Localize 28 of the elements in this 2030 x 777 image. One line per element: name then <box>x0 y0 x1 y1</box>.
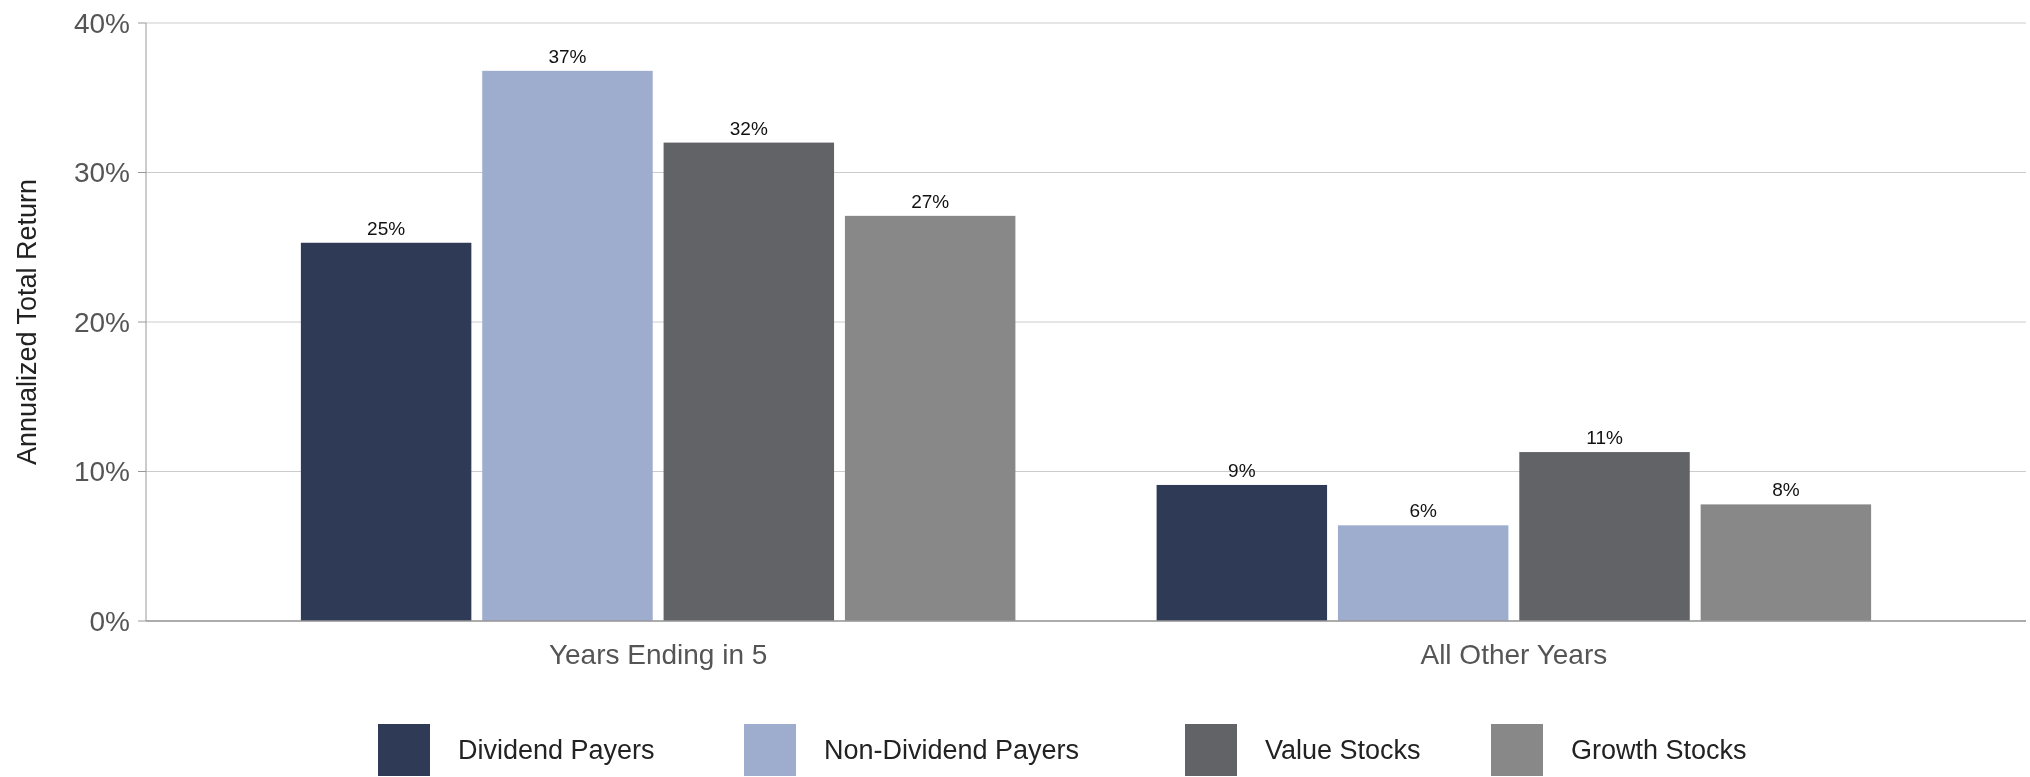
legend-label: Non-Dividend Payers <box>824 735 1080 765</box>
legend-label: Value Stocks <box>1265 735 1421 765</box>
bar <box>1156 484 1328 621</box>
y-tick-label: 20% <box>73 306 130 338</box>
y-tick-label: 30% <box>73 157 130 189</box>
bar <box>300 242 472 621</box>
bar <box>1519 452 1690 621</box>
y-axis-title: Annualized Total Return <box>12 178 42 466</box>
x-tick-label: All Other Years <box>1420 639 1608 670</box>
bar <box>1700 504 1872 621</box>
legend-label: Growth Stocks <box>1571 735 1747 765</box>
y-tick-label: 0% <box>89 605 130 637</box>
data-label: 25% <box>367 217 406 239</box>
y-tick-label: 10% <box>73 456 130 488</box>
x-tick-label: Years Ending in 5 <box>548 639 768 670</box>
bar <box>844 215 1016 621</box>
bar <box>1337 525 1509 621</box>
data-label: 6% <box>1409 500 1438 522</box>
bar <box>663 142 835 621</box>
data-label: 8% <box>1772 479 1800 501</box>
data-label: 9% <box>1228 459 1256 481</box>
data-label: 37% <box>548 45 587 67</box>
data-label: 27% <box>911 190 950 212</box>
bar <box>482 70 653 621</box>
legend-label: Dividend Payers <box>458 735 655 765</box>
data-label: 11% <box>1586 427 1623 449</box>
data-label: 32% <box>729 117 768 139</box>
y-tick-label: 40% <box>73 7 130 39</box>
